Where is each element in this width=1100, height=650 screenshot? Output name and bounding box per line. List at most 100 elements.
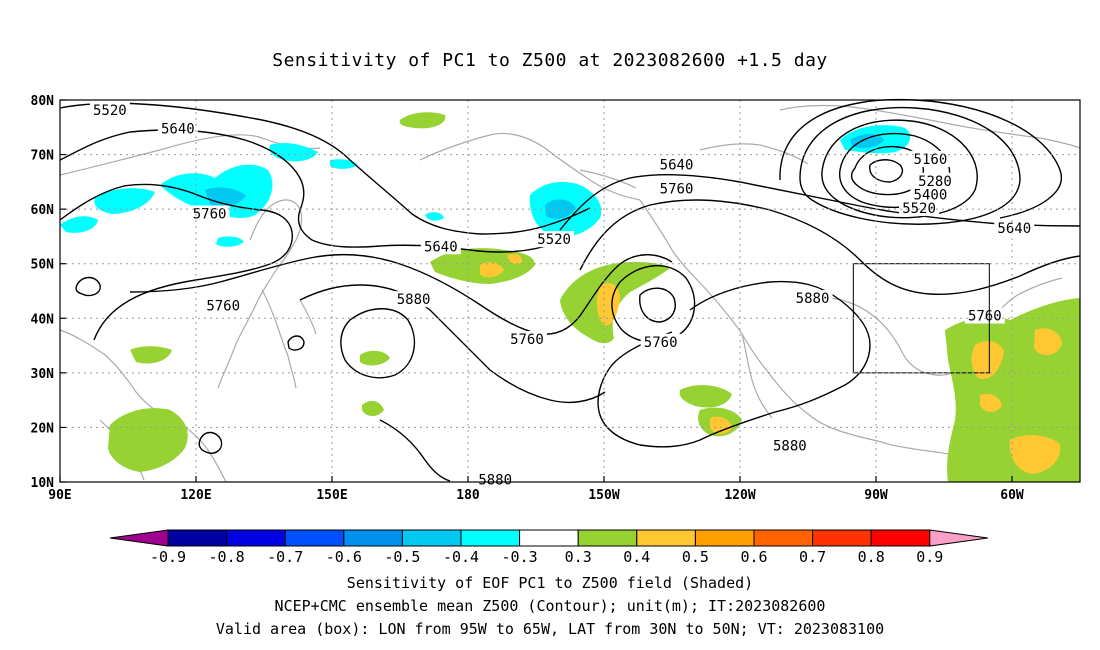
shade-region xyxy=(480,262,504,278)
contour-label-bg xyxy=(994,220,1035,237)
contour-label: 5880 xyxy=(397,292,431,308)
y-tick-label: 40N xyxy=(31,312,55,327)
x-tick-label: 120W xyxy=(724,488,755,503)
contour-label: 5160 xyxy=(914,152,948,168)
contour-label-bg xyxy=(899,200,940,217)
x-tick-label: 180 xyxy=(456,488,480,503)
contour-label-bg xyxy=(157,120,198,137)
shade-region xyxy=(971,340,1004,379)
x-tick-label: 90E xyxy=(48,488,71,503)
shade-region xyxy=(425,212,444,221)
colorbar-cell xyxy=(577,529,638,547)
gridlines xyxy=(60,100,1080,482)
x-tick-label: 150W xyxy=(588,488,619,503)
colorbar-cell xyxy=(284,529,345,547)
y-tick-label: 50N xyxy=(31,258,55,273)
contour-label-bg xyxy=(656,180,697,197)
y-tick-label: 80N xyxy=(31,94,55,109)
shade-region xyxy=(596,283,620,326)
colorbar-cell xyxy=(870,529,931,547)
contour-label: 5400 xyxy=(914,187,948,203)
contour-label: 5640 xyxy=(424,239,458,255)
colorbar-label: 0.7 xyxy=(799,548,826,566)
z500-contours xyxy=(59,98,1081,482)
shade-region xyxy=(710,416,732,434)
contour-label-bg xyxy=(475,471,516,488)
colorbar-cell xyxy=(636,529,696,547)
contour-label: 5640 xyxy=(161,121,195,137)
y-tick-label: 60N xyxy=(31,203,55,218)
shade-region xyxy=(362,400,384,416)
contour-5880-east xyxy=(597,280,871,448)
footer-line-2: NCEP+CMC ensemble mean Z500 (Contour); u… xyxy=(274,597,826,615)
colorbar-label: -0.6 xyxy=(326,548,362,566)
contour-label: 5760 xyxy=(193,207,227,223)
contour-label: 5760 xyxy=(644,335,678,351)
x-tick-label: 150E xyxy=(316,488,347,503)
contour-small-35n xyxy=(287,335,305,351)
shade-region xyxy=(130,346,172,364)
contour-label-bg xyxy=(203,297,244,314)
shade-region xyxy=(216,236,244,247)
contour-5400-ring xyxy=(821,119,978,219)
contour-label-bg xyxy=(420,238,461,255)
x-tick-label: 60W xyxy=(1000,488,1024,503)
shade-region xyxy=(980,394,1002,412)
shade-region xyxy=(679,385,732,408)
contour-label: 5760 xyxy=(510,332,544,348)
colorbar-arrow-left xyxy=(109,529,169,547)
colorbar-label: -0.7 xyxy=(267,548,303,566)
contour-5640-ring xyxy=(779,98,1063,219)
shade-region xyxy=(108,408,188,472)
contour-label-bg xyxy=(914,172,955,189)
colorbar-cell xyxy=(519,529,579,547)
colorbar-label: 0.9 xyxy=(916,548,943,566)
colorbar-label: -0.4 xyxy=(443,548,479,566)
shade-region xyxy=(360,350,390,366)
contour-label-bg xyxy=(506,331,547,348)
contour-label: 5280 xyxy=(918,174,952,190)
shade-region xyxy=(269,142,318,162)
contour-5880-central xyxy=(299,284,606,404)
contour-label: 5880 xyxy=(773,438,807,454)
shade-region xyxy=(399,112,446,129)
contour-label: 5640 xyxy=(660,157,694,173)
contour-label: 5880 xyxy=(796,291,830,307)
colorbar-cell xyxy=(753,529,814,547)
footer-line-1: Sensitivity of EOF PC1 to Z500 field (Sh… xyxy=(346,574,754,592)
contour-5760-west xyxy=(59,183,293,341)
x-tick-label: 90W xyxy=(864,488,888,503)
contour-label: 5880 xyxy=(478,472,512,488)
colorbar-label: -0.8 xyxy=(209,548,245,566)
contour-5880-loop xyxy=(340,308,416,379)
contour-label: 5520 xyxy=(537,232,571,248)
contour-label-bg xyxy=(910,150,951,167)
contour-5760-central xyxy=(129,253,673,335)
contour-label-bg xyxy=(640,333,681,350)
colorbar-label: 0.5 xyxy=(682,548,709,566)
contour-label-bg xyxy=(656,156,697,173)
contour-label-bg xyxy=(534,231,575,248)
shade-region xyxy=(1034,328,1062,356)
contour-5520-ring xyxy=(799,106,1021,225)
contour-label-bg xyxy=(964,307,1005,324)
colorbar-cell xyxy=(226,529,286,547)
contour-labels: 5520 5640 5760 5640 5760 5880 5520 5760 5760 5640… xyxy=(89,101,1035,488)
shade-region xyxy=(545,199,576,219)
contour-5760-east xyxy=(579,199,1081,296)
contour-label-bg xyxy=(769,437,810,454)
contour-label-bg xyxy=(89,101,130,118)
colorbar-cell xyxy=(167,529,228,547)
colorbar-label: 0.6 xyxy=(740,548,767,566)
colorbar-cell xyxy=(401,529,462,547)
contour-label: 5760 xyxy=(660,181,694,197)
colorbar-label: 0.8 xyxy=(858,548,885,566)
x-axis-ticks: 90E 120E 150E 180 150W 120W 90W 60W xyxy=(48,476,1024,503)
colorbar: -0.9 -0.8 -0.7 -0.6 -0.5 -0.4 -0.3 0.3 0.4 0.5 0.6… xyxy=(109,529,988,566)
contour-5880-south xyxy=(379,419,451,482)
contour-5760-low-inner xyxy=(639,287,676,323)
contour-label-bg xyxy=(910,186,951,203)
colorbar-label: 0.4 xyxy=(623,548,650,566)
contour-label: 5760 xyxy=(206,299,240,315)
